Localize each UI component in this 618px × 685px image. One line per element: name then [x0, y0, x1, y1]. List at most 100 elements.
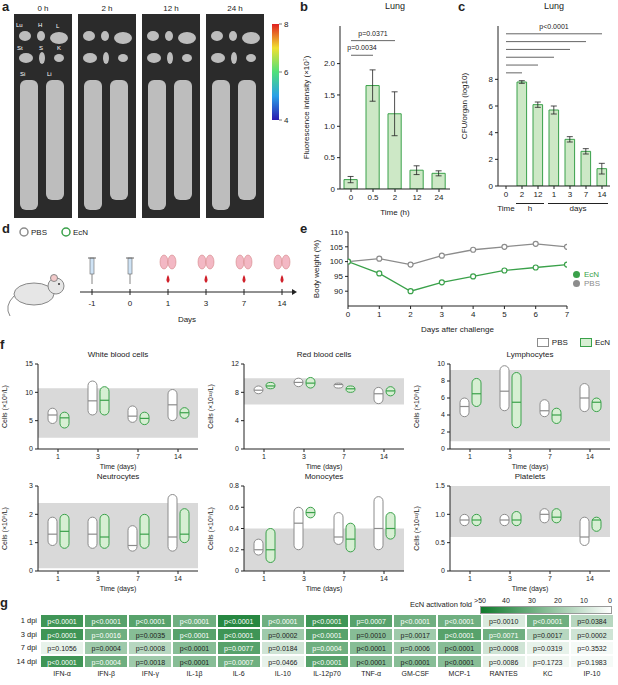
svg-text:L: L: [56, 23, 60, 29]
svg-text:0.5: 0.5: [324, 153, 336, 162]
svg-text:1.5: 1.5: [435, 482, 445, 489]
svg-text:2: 2: [520, 190, 525, 199]
svg-text:2: 2: [408, 310, 413, 319]
svg-text:8: 8: [235, 389, 239, 396]
svg-text:S: S: [39, 45, 43, 51]
svg-text:3: 3: [440, 310, 445, 319]
svg-text:0: 0: [346, 310, 351, 319]
svg-text:3: 3: [204, 299, 209, 308]
svg-text:Cells (×10¹²/L): Cells (×10¹²/L): [207, 384, 215, 429]
svg-text:Time (days): Time (days): [100, 463, 137, 471]
svg-text:3: 3: [29, 482, 33, 489]
svg-text:0.2: 0.2: [229, 546, 239, 553]
svg-text:14: 14: [598, 190, 607, 199]
svg-text:0: 0: [128, 299, 133, 308]
svg-text:5: 5: [29, 417, 33, 424]
svg-text:Cells (×10⁹/L): Cells (×10⁹/L): [1, 507, 9, 550]
svg-text:8: 8: [441, 377, 445, 384]
svg-text:Fluorescence intensity (×10⁷): Fluorescence intensity (×10⁷): [302, 55, 311, 159]
svg-text:6: 6: [441, 394, 445, 401]
svg-text:0.5: 0.5: [367, 193, 379, 202]
svg-text:6: 6: [284, 68, 289, 77]
svg-text:6: 6: [489, 102, 494, 111]
svg-text:14: 14: [380, 575, 388, 582]
svg-text:0: 0: [349, 193, 354, 202]
svg-text:0.5: 0.5: [435, 539, 445, 546]
svg-text:Body weight (%): Body weight (%): [312, 240, 321, 299]
svg-text:1: 1: [262, 575, 266, 582]
svg-text:24 h: 24 h: [227, 4, 243, 13]
svg-text:7: 7: [548, 453, 552, 460]
svg-text:3: 3: [568, 190, 573, 199]
svg-text:St: St: [17, 45, 23, 51]
svg-text:2 h: 2 h: [101, 4, 112, 13]
svg-text:0: 0: [504, 190, 509, 199]
svg-text:100: 100: [330, 257, 344, 266]
svg-text:p=0.0034: p=0.0034: [347, 44, 376, 52]
svg-text:95: 95: [334, 272, 343, 281]
svg-text:Time (days): Time (days): [306, 463, 343, 471]
svg-text:0.8: 0.8: [229, 482, 239, 489]
svg-text:Cells (×10⁹/L): Cells (×10⁹/L): [413, 385, 421, 428]
svg-text:1: 1: [262, 453, 266, 460]
svg-text:8: 8: [489, 75, 494, 84]
svg-text:EcN: EcN: [73, 228, 88, 237]
svg-text:Cells (×10⁹/L): Cells (×10⁹/L): [207, 507, 215, 550]
svg-text:24: 24: [435, 193, 444, 202]
svg-text:3: 3: [302, 575, 306, 582]
svg-text:1: 1: [166, 299, 171, 308]
svg-text:4: 4: [489, 129, 494, 138]
svg-text:Time (days): Time (days): [512, 585, 549, 593]
svg-text:-1: -1: [88, 299, 96, 308]
svg-text:7: 7: [136, 575, 140, 582]
svg-text:10: 10: [437, 360, 445, 367]
svg-text:0.4: 0.4: [229, 525, 239, 532]
svg-text:7: 7: [565, 310, 570, 319]
svg-text:12: 12: [534, 190, 543, 199]
svg-text:1: 1: [56, 575, 60, 582]
svg-text:4: 4: [471, 310, 476, 319]
svg-text:12 h: 12 h: [163, 4, 179, 13]
svg-text:1: 1: [29, 539, 33, 546]
svg-text:10: 10: [25, 389, 33, 396]
svg-text:0 h: 0 h: [37, 4, 48, 13]
svg-text:7: 7: [136, 453, 140, 460]
svg-text:14: 14: [278, 299, 287, 308]
svg-text:3: 3: [96, 575, 100, 582]
svg-text:0: 0: [235, 567, 239, 574]
svg-text:p<0.0001: p<0.0001: [539, 23, 568, 31]
svg-text:Days: Days: [178, 315, 196, 324]
svg-text:1: 1: [468, 453, 472, 460]
svg-text:3: 3: [96, 453, 100, 460]
svg-text:14: 14: [174, 453, 182, 460]
svg-text:7: 7: [242, 299, 247, 308]
svg-text:4: 4: [284, 116, 289, 125]
svg-text:K: K: [57, 45, 61, 51]
svg-text:0: 0: [489, 182, 494, 191]
svg-text:1: 1: [552, 190, 557, 199]
svg-text:3: 3: [302, 453, 306, 460]
svg-text:7: 7: [342, 453, 346, 460]
svg-text:4: 4: [441, 411, 445, 418]
svg-text:Time (days): Time (days): [512, 463, 549, 471]
svg-text:Lu: Lu: [16, 22, 23, 28]
svg-text:12: 12: [231, 360, 239, 367]
svg-text:90: 90: [334, 287, 343, 296]
svg-text:1: 1: [468, 575, 472, 582]
svg-text:0: 0: [29, 445, 33, 452]
svg-text:2: 2: [489, 155, 494, 164]
svg-text:0: 0: [235, 445, 239, 452]
svg-text:4: 4: [235, 417, 239, 424]
svg-text:2: 2: [393, 193, 398, 202]
svg-text:0: 0: [29, 567, 33, 574]
svg-text:7: 7: [584, 190, 589, 199]
svg-text:14: 14: [586, 575, 594, 582]
svg-text:Time (days): Time (days): [100, 585, 137, 593]
svg-text:Time (h): Time (h): [380, 208, 410, 217]
svg-text:0: 0: [441, 567, 445, 574]
svg-text:a: a: [2, 0, 10, 14]
svg-text:Li: Li: [47, 71, 52, 77]
svg-text:2: 2: [29, 511, 33, 518]
svg-text:7: 7: [342, 575, 346, 582]
svg-text:14: 14: [174, 575, 182, 582]
